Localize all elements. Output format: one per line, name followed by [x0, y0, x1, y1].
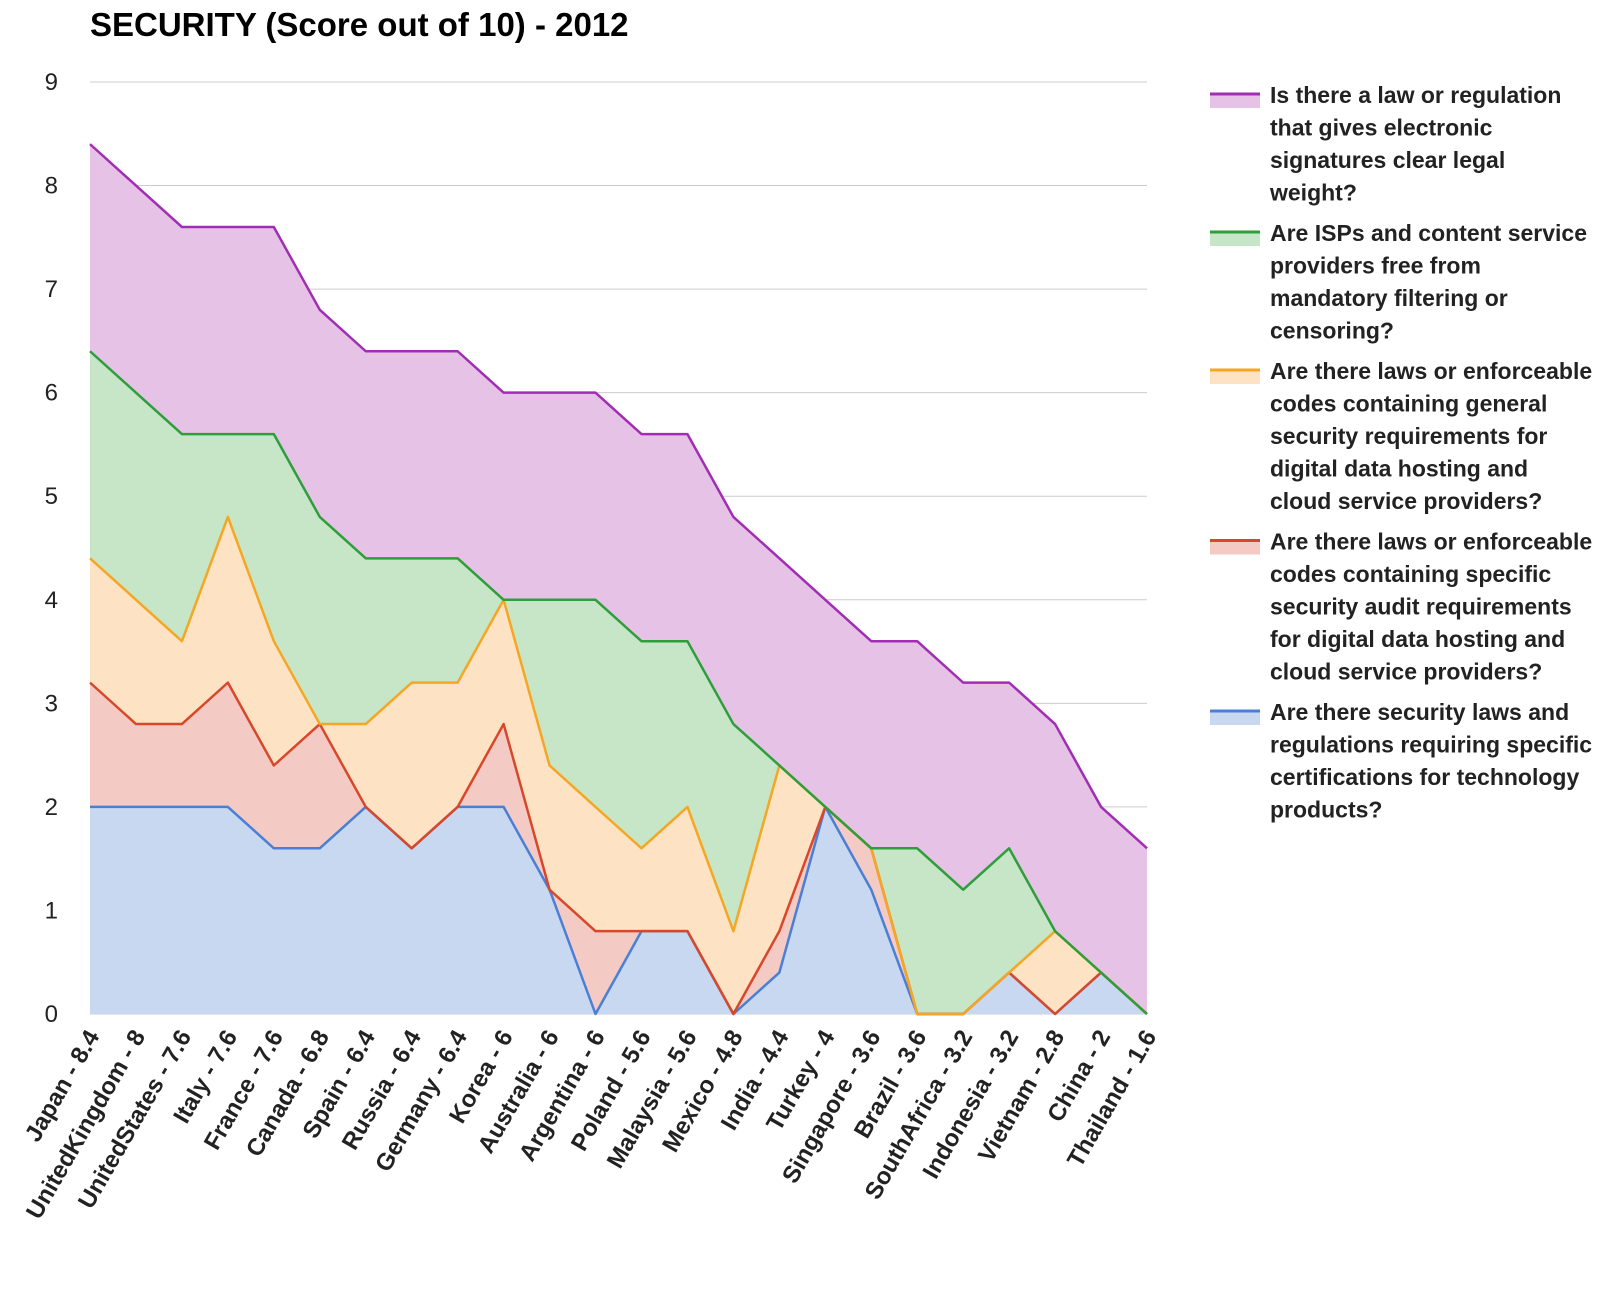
legend-swatch [1210, 711, 1260, 725]
legend-entry: Are ISPs and content service providers fr… [1210, 220, 1587, 344]
series-area-2 [90, 516, 1147, 1014]
series-line-3 [89, 350, 1148, 1015]
legend-label: Are there laws or enforceable [1270, 358, 1592, 384]
y-axis-ticks: 0 1 2 3 4 5 6 7 8 9 [45, 69, 58, 1028]
legend-entry: Are there security laws and regulations r… [1210, 699, 1592, 823]
legend-label: weight? [1269, 180, 1357, 206]
series-line-4 [89, 143, 1148, 850]
legend-label: Are ISPs and content service [1270, 220, 1587, 246]
y-tick-label: 2 [45, 794, 58, 821]
legend-label: mandatory filtering or [1270, 285, 1508, 311]
series-line-2 [89, 515, 1148, 1016]
legend-label: products? [1270, 797, 1382, 823]
y-tick-label: 7 [45, 276, 58, 303]
series-areas [90, 144, 1147, 1015]
legend-label: codes containing general [1270, 391, 1547, 417]
legend-label: security requirements for [1270, 423, 1547, 449]
legend-swatch [1210, 540, 1260, 555]
legend-label: regulations requiring specific [1270, 732, 1592, 758]
y-tick-label: 8 [45, 173, 58, 200]
legend-label: that gives electronic [1270, 115, 1493, 141]
legend-label: Are there security laws and [1270, 699, 1569, 725]
legend-label: for digital data hosting and [1270, 626, 1565, 652]
legend-label: Is there a law or regulation [1270, 82, 1561, 108]
legend-label: security audit requirements [1270, 594, 1572, 620]
legend-entry: Is there a law or regulation that gives e… [1210, 82, 1561, 206]
legend-label: codes containing specific [1270, 561, 1551, 587]
chart-title: SECURITY (Score out of 10) - 2012 [90, 6, 629, 43]
legend: Is there a law or regulation that gives e… [1210, 82, 1592, 823]
y-tick-label: 9 [45, 69, 58, 96]
series-lines [89, 143, 1148, 1016]
legend-label: Are there laws or enforceable [1270, 529, 1592, 555]
legend-label: signatures clear legal [1270, 147, 1505, 173]
legend-label: censoring? [1270, 318, 1394, 344]
series-area-0 [90, 806, 1147, 1014]
legend-swatch [1210, 232, 1260, 246]
legend-swatch [1210, 94, 1260, 108]
y-tick-label: 5 [45, 483, 58, 510]
y-tick-label: 6 [45, 380, 58, 407]
legend-swatch [1210, 370, 1260, 384]
y-tick-label: 4 [45, 587, 58, 614]
y-tick-label: 0 [45, 1001, 58, 1028]
series-area-4 [90, 144, 1147, 1015]
legend-label: digital data hosting and [1270, 456, 1528, 482]
legend-entry: Are there laws or enforceable codes conta… [1210, 529, 1592, 685]
legend-label: providers free from [1270, 253, 1481, 279]
legend-entry: Are there laws or enforceable codes conta… [1210, 358, 1592, 514]
legend-label: cloud service providers? [1270, 488, 1542, 514]
y-tick-label: 3 [45, 690, 58, 717]
legend-label: cloud service providers? [1270, 659, 1542, 685]
y-tick-label: 1 [45, 897, 58, 924]
legend-label: certifications for technology [1270, 764, 1579, 790]
